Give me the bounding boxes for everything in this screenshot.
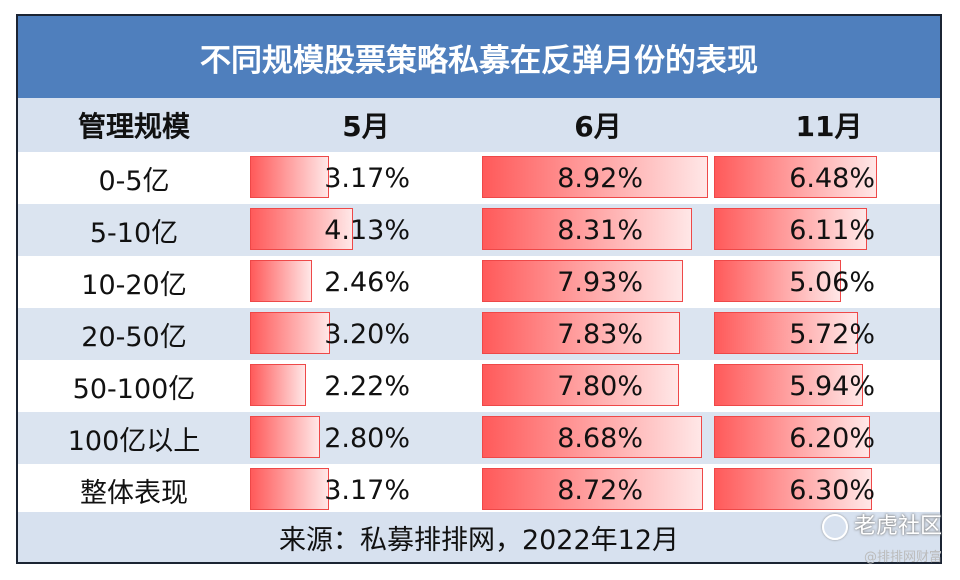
value-jun: 8.31% [557,214,643,246]
row-label: 0-5亿 [98,165,170,197]
data-bar-nov [714,260,841,302]
value-nov: 6.48% [789,162,875,194]
value-jun: 7.93% [557,266,643,298]
value-nov: 6.20% [789,422,875,454]
data-bar-may [250,468,330,510]
data-bar-jun [482,312,681,354]
data-bar-jun [482,156,708,198]
table-row: 20-50亿 3.20% 7.83% 5.72% [18,308,940,360]
data-bar-may [250,208,354,250]
header-scale: 管理规模 [77,110,190,143]
value-may: 3.20% [324,318,410,350]
value-jun: 8.72% [557,474,643,506]
table-row: 50-100亿 2.22% 7.80% 5.94% [18,360,940,412]
value-nov: 6.11% [789,214,875,246]
row-label: 整体表现 [80,477,188,509]
row-label: 20-50亿 [81,321,187,353]
header-row: 管理规模 5月 6月 11月 [18,98,940,152]
value-may: 4.13% [324,214,410,246]
data-bar-may [250,416,320,458]
table-row: 0-5亿 3.17% 8.92% 6.48% [18,152,940,204]
source-note: 来源：私募排排网，2022年12月 [18,512,940,562]
data-bar-nov [714,364,864,406]
header-may: 5月 [342,110,390,143]
value-nov: 5.72% [789,318,875,350]
value-nov: 5.94% [789,370,875,402]
value-nov: 6.30% [789,474,875,506]
row-label: 100亿以上 [67,425,201,457]
value-jun: 8.92% [557,162,643,194]
row-label: 50-100亿 [72,373,196,405]
table-frame: 不同规模股票策略私募在反弹月份的表现 管理规模 5月 6月 11月 0-5亿 3.… [16,14,942,564]
data-bar-may [250,156,330,198]
data-bar-jun [482,260,683,302]
table-row: 整体表现 3.17% 8.72% 6.30% [18,464,940,516]
data-bar-jun [482,468,703,510]
table-row: 5-10亿 4.13% 8.31% 6.11% [18,204,940,256]
table-title: 不同规模股票策略私募在反弹月份的表现 [18,16,940,98]
watermark-text: 老虎社区 [853,514,942,539]
table-row: 10-20亿 2.46% 7.93% 5.06% [18,256,940,308]
value-may: 2.22% [324,370,410,402]
data-bar-may [250,260,312,302]
table-row: 100亿以上 2.80% 8.68% 6.20% [18,412,940,464]
data-bar-nov [714,156,877,198]
value-jun: 7.83% [557,318,643,350]
value-may: 2.80% [324,422,410,454]
data-bar-nov [714,468,873,510]
data-bar-jun [482,208,693,250]
header-nov: 11月 [795,110,863,143]
value-may: 2.46% [324,266,410,298]
value-may: 3.17% [324,474,410,506]
data-bar-nov [714,208,868,250]
value-jun: 7.80% [557,370,643,402]
header-jun: 6月 [574,110,622,143]
value-may: 3.17% [324,162,410,194]
data-bar-may [250,364,306,406]
value-jun: 8.68% [557,422,643,454]
data-bar-jun [482,364,680,406]
watermark: 老虎社区 [821,508,942,540]
row-label: 5-10亿 [89,217,179,249]
tiger-logo-icon [821,514,848,540]
value-nov: 5.06% [789,266,875,298]
data-bar-may [250,312,330,354]
watermark-sub: @排排网财富 [863,550,942,565]
data-bar-nov [714,416,870,458]
row-label: 10-20亿 [81,269,187,301]
data-bar-jun [482,416,702,458]
data-bar-nov [714,312,858,354]
